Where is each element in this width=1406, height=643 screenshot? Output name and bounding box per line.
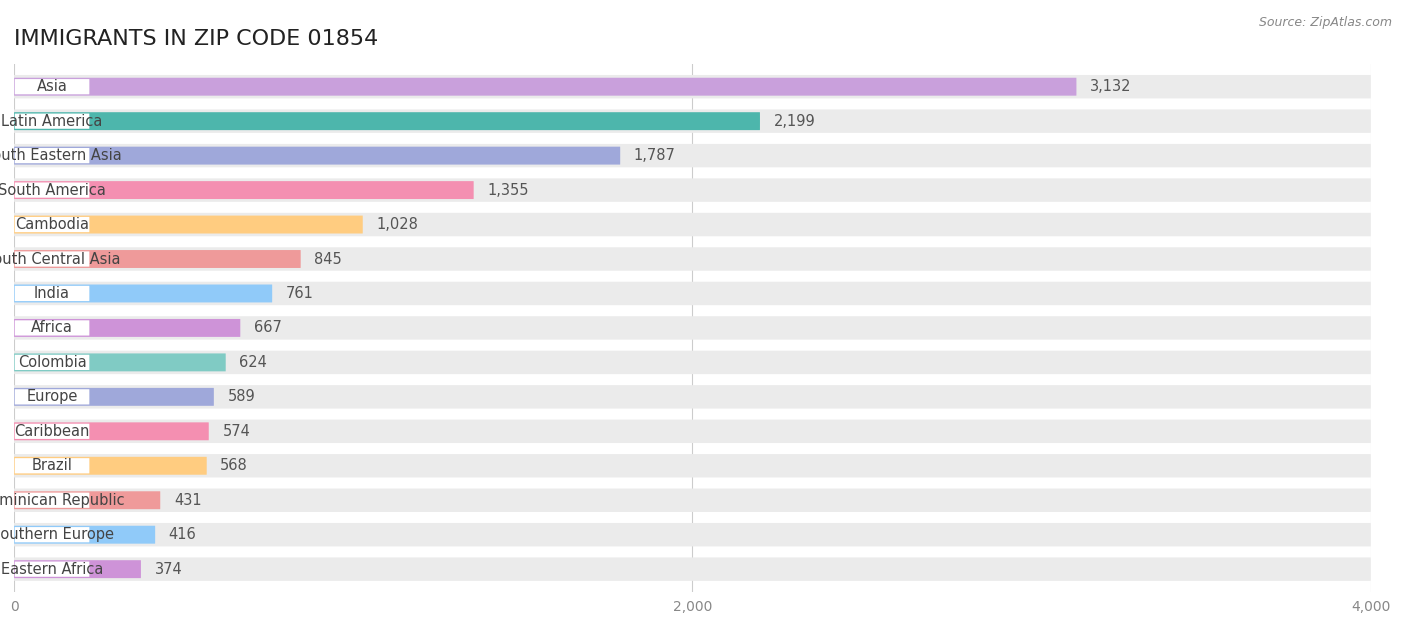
FancyBboxPatch shape <box>14 114 90 129</box>
FancyBboxPatch shape <box>14 458 90 473</box>
FancyBboxPatch shape <box>14 489 1371 512</box>
Text: Colombia: Colombia <box>18 355 86 370</box>
FancyBboxPatch shape <box>14 148 90 163</box>
FancyBboxPatch shape <box>14 213 1371 236</box>
Text: 2,199: 2,199 <box>773 114 815 129</box>
Text: South Central Asia: South Central Asia <box>0 251 121 266</box>
FancyBboxPatch shape <box>14 112 761 130</box>
Text: 624: 624 <box>239 355 267 370</box>
Text: 1,028: 1,028 <box>377 217 418 232</box>
FancyBboxPatch shape <box>14 389 90 404</box>
Text: 667: 667 <box>254 320 281 336</box>
FancyBboxPatch shape <box>14 454 1371 478</box>
Text: Europe: Europe <box>27 390 77 404</box>
FancyBboxPatch shape <box>14 527 90 542</box>
FancyBboxPatch shape <box>14 388 214 406</box>
Text: Asia: Asia <box>37 79 67 95</box>
Text: Latin America: Latin America <box>1 114 103 129</box>
FancyBboxPatch shape <box>14 420 1371 443</box>
FancyBboxPatch shape <box>14 316 1371 340</box>
FancyBboxPatch shape <box>14 355 90 370</box>
Text: Dominican Republic: Dominican Republic <box>0 493 125 508</box>
Text: Eastern Africa: Eastern Africa <box>1 561 103 577</box>
Text: Southern Europe: Southern Europe <box>0 527 114 542</box>
FancyBboxPatch shape <box>14 282 1371 305</box>
Text: 589: 589 <box>228 390 254 404</box>
FancyBboxPatch shape <box>14 350 1371 374</box>
FancyBboxPatch shape <box>14 561 90 577</box>
FancyBboxPatch shape <box>14 354 226 372</box>
Text: Source: ZipAtlas.com: Source: ZipAtlas.com <box>1258 16 1392 29</box>
Text: South America: South America <box>0 183 105 197</box>
FancyBboxPatch shape <box>14 560 141 578</box>
Text: 416: 416 <box>169 527 197 542</box>
Text: 431: 431 <box>174 493 201 508</box>
FancyBboxPatch shape <box>14 557 1371 581</box>
Text: 374: 374 <box>155 561 183 577</box>
FancyBboxPatch shape <box>14 422 208 440</box>
Text: India: India <box>34 286 70 301</box>
Text: 1,355: 1,355 <box>488 183 529 197</box>
FancyBboxPatch shape <box>14 457 207 475</box>
FancyBboxPatch shape <box>14 523 1371 547</box>
Text: IMMIGRANTS IN ZIP CODE 01854: IMMIGRANTS IN ZIP CODE 01854 <box>14 29 378 49</box>
Text: Africa: Africa <box>31 320 73 336</box>
FancyBboxPatch shape <box>14 526 155 544</box>
FancyBboxPatch shape <box>14 144 1371 167</box>
Text: South Eastern Asia: South Eastern Asia <box>0 148 121 163</box>
FancyBboxPatch shape <box>14 284 273 302</box>
FancyBboxPatch shape <box>14 215 363 233</box>
FancyBboxPatch shape <box>14 181 474 199</box>
Text: Cambodia: Cambodia <box>15 217 89 232</box>
Text: 574: 574 <box>222 424 250 439</box>
FancyBboxPatch shape <box>14 493 90 508</box>
FancyBboxPatch shape <box>14 385 1371 408</box>
FancyBboxPatch shape <box>14 79 90 95</box>
Text: 761: 761 <box>285 286 314 301</box>
Text: 568: 568 <box>221 458 247 473</box>
FancyBboxPatch shape <box>14 251 90 267</box>
FancyBboxPatch shape <box>14 75 1371 98</box>
FancyBboxPatch shape <box>14 491 160 509</box>
FancyBboxPatch shape <box>14 78 1077 96</box>
Text: Caribbean: Caribbean <box>14 424 90 439</box>
FancyBboxPatch shape <box>14 178 1371 202</box>
FancyBboxPatch shape <box>14 250 301 268</box>
FancyBboxPatch shape <box>14 109 1371 133</box>
FancyBboxPatch shape <box>14 320 90 336</box>
Text: 1,787: 1,787 <box>634 148 676 163</box>
Text: Brazil: Brazil <box>31 458 73 473</box>
Text: 3,132: 3,132 <box>1090 79 1132 95</box>
FancyBboxPatch shape <box>14 286 90 301</box>
FancyBboxPatch shape <box>14 183 90 197</box>
FancyBboxPatch shape <box>14 424 90 439</box>
FancyBboxPatch shape <box>14 217 90 232</box>
FancyBboxPatch shape <box>14 147 620 165</box>
Text: 845: 845 <box>315 251 342 266</box>
FancyBboxPatch shape <box>14 248 1371 271</box>
FancyBboxPatch shape <box>14 319 240 337</box>
